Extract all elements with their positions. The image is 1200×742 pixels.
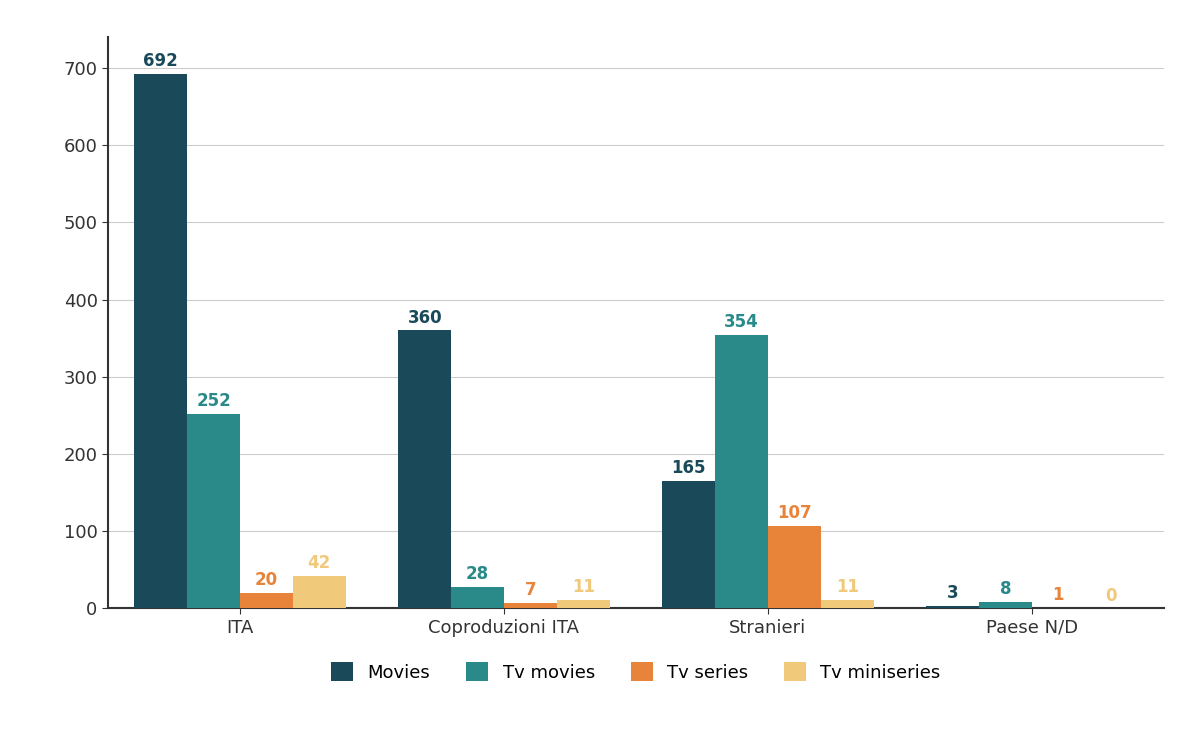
Bar xyxy=(926,606,979,608)
Bar xyxy=(504,603,557,608)
Text: 360: 360 xyxy=(408,309,442,326)
Bar xyxy=(979,603,1032,608)
Bar xyxy=(715,335,768,608)
Text: 252: 252 xyxy=(197,392,230,410)
Text: 3: 3 xyxy=(947,584,959,603)
Bar xyxy=(662,481,715,608)
Text: 8: 8 xyxy=(1000,580,1012,598)
Bar xyxy=(134,74,187,608)
Bar xyxy=(240,593,293,608)
Bar xyxy=(557,600,610,608)
Text: 11: 11 xyxy=(835,578,859,596)
Bar xyxy=(293,576,346,608)
Text: 20: 20 xyxy=(254,571,278,589)
Text: 354: 354 xyxy=(725,313,758,331)
Bar xyxy=(398,330,451,608)
Text: 1: 1 xyxy=(1052,585,1064,604)
Text: 28: 28 xyxy=(466,565,490,583)
Text: 165: 165 xyxy=(672,459,706,477)
Text: 11: 11 xyxy=(571,578,595,596)
Text: 692: 692 xyxy=(144,52,178,70)
Legend: Movies, Tv movies, Tv series, Tv miniseries: Movies, Tv movies, Tv series, Tv miniser… xyxy=(323,654,949,691)
Bar xyxy=(187,414,240,608)
Text: 42: 42 xyxy=(307,554,331,572)
Text: 0: 0 xyxy=(1105,587,1117,605)
Bar xyxy=(821,600,874,608)
Bar xyxy=(768,526,821,608)
Bar xyxy=(451,587,504,608)
Text: 107: 107 xyxy=(778,504,811,522)
Text: 7: 7 xyxy=(524,581,536,600)
